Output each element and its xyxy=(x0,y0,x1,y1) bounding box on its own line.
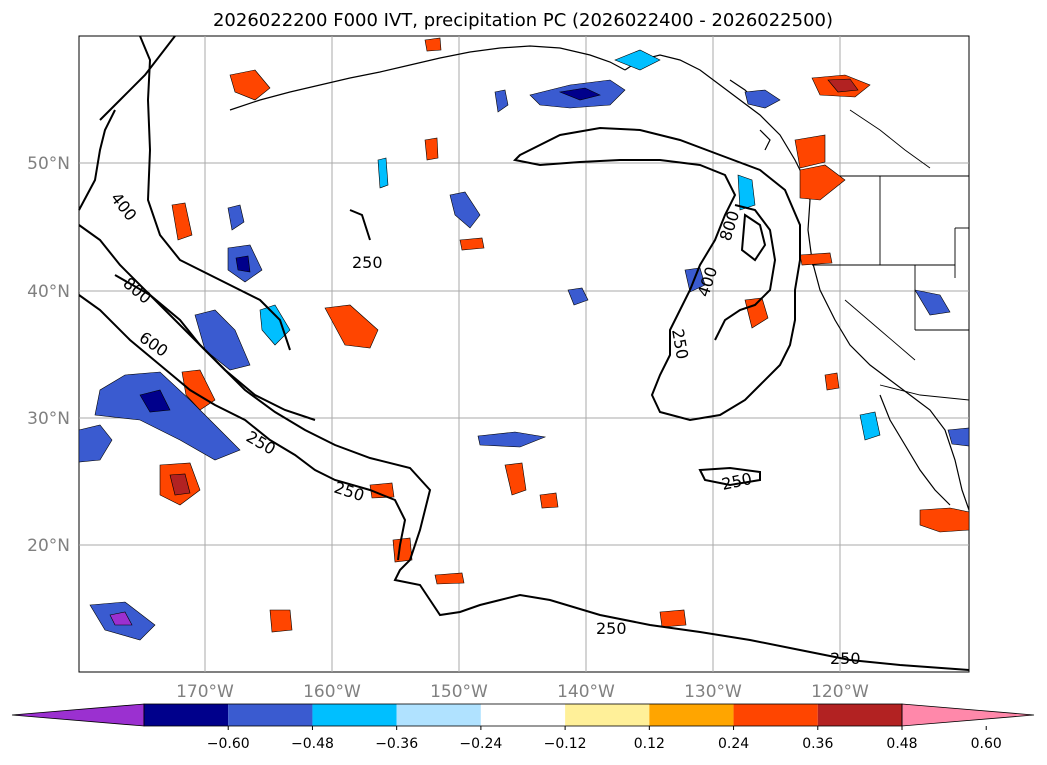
colorbar-segment xyxy=(312,704,397,726)
colorbar-segment xyxy=(565,704,650,726)
map-panel: 250 400 800 600 250 250 400 800 250 250 … xyxy=(78,35,970,673)
colorbar-tick-label: −0.60 xyxy=(207,736,250,752)
ivt-contours xyxy=(78,35,970,671)
colorbar-tick-label: −0.36 xyxy=(375,736,418,752)
lat-label: 50°N xyxy=(27,154,70,174)
borders xyxy=(808,109,970,401)
lon-label: 130°W xyxy=(684,682,742,702)
colorbar-tick-label: 0.60 xyxy=(971,736,1002,752)
contour-label: 250 xyxy=(352,253,383,272)
colorbar-segment xyxy=(144,704,229,726)
lon-label: 170°W xyxy=(176,682,234,702)
lon-label: 160°W xyxy=(303,682,361,702)
plot-title: 2026022200 F000 IVT, precipitation PC (2… xyxy=(213,10,833,31)
colorbar-segment xyxy=(396,704,481,726)
colorbar-tick-label: 0.24 xyxy=(718,736,749,752)
colorbar-segment xyxy=(733,704,818,726)
colorbar-arrow-min xyxy=(11,703,145,727)
colorbar: −0.60 −0.48 −0.36 −0.24 −0.12 0.12 0.24 0.36 0.4… xyxy=(11,703,1035,752)
lon-label: 150°W xyxy=(430,682,488,702)
colorbar-segment xyxy=(817,704,902,726)
lat-label: 20°N xyxy=(27,536,70,556)
colorbar-arrow-max xyxy=(901,703,1035,727)
lon-label: 140°W xyxy=(557,682,615,702)
colorbar-tick-label: −0.24 xyxy=(459,736,502,752)
colorbar-tick-label: −0.48 xyxy=(291,736,334,752)
contour-label: 250 xyxy=(596,619,627,638)
colorbar-tick-label: 0.12 xyxy=(634,736,665,752)
lon-label: 120°W xyxy=(811,682,869,702)
colorbar-segment xyxy=(480,704,566,726)
colorbar-frame xyxy=(143,703,903,727)
colorbar-tick-label: 0.36 xyxy=(802,736,833,752)
colorbar-segment xyxy=(228,704,313,726)
lat-labels: 50°N 40°N 30°N 20°N xyxy=(27,154,70,556)
lat-label: 40°N xyxy=(27,282,70,302)
negative-pc-regions xyxy=(78,49,970,641)
lon-labels: 170°W 160°W 150°W 140°W 130°W 120°W xyxy=(176,682,869,702)
contour-label: 250 xyxy=(830,649,861,668)
colorbar-tick-label: −0.12 xyxy=(544,736,587,752)
colorbar-segment xyxy=(649,704,734,726)
colorbar-tick-label: 0.48 xyxy=(886,736,917,752)
lat-label: 30°N xyxy=(27,409,70,429)
